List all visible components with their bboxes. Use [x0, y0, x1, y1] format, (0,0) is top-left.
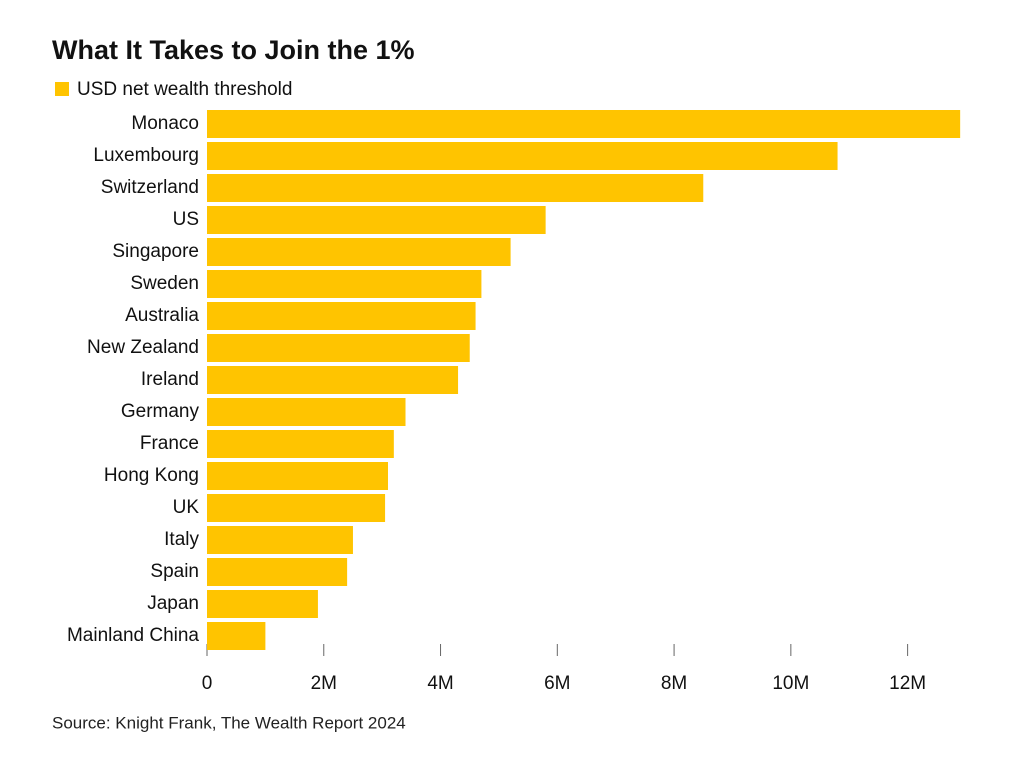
y-tick-label: Spain [150, 561, 199, 582]
x-tick-label: 8M [661, 673, 687, 694]
bar [207, 334, 470, 362]
y-tick-label: Hong Kong [104, 465, 199, 486]
y-tick-label: New Zealand [87, 337, 199, 358]
x-tick-label: 12M [889, 673, 926, 694]
y-tick-label: Luxembourg [93, 145, 199, 166]
source-note: Source: Knight Frank, The Wealth Report … [52, 713, 406, 732]
legend-swatch [55, 82, 69, 96]
y-tick-label: Italy [164, 529, 199, 550]
bar [207, 142, 838, 170]
bar [207, 558, 348, 586]
bar [207, 590, 318, 618]
bar [207, 206, 546, 234]
bar [207, 366, 459, 394]
y-tick-label: UK [173, 497, 200, 518]
bar [207, 462, 388, 490]
bar [207, 430, 394, 458]
y-tick-label: Australia [125, 305, 199, 326]
y-tick-label: Germany [121, 401, 200, 422]
bar [207, 174, 704, 202]
bar [207, 110, 961, 138]
bar [207, 526, 353, 554]
x-tick-label: 0 [202, 673, 213, 694]
y-tick-label: Sweden [130, 273, 199, 294]
bar [207, 398, 406, 426]
bar [207, 302, 476, 330]
x-tick-label: 4M [427, 673, 453, 694]
y-tick-label: Monaco [131, 113, 199, 134]
y-tick-label: Singapore [112, 241, 199, 262]
y-tick-label: Japan [147, 593, 199, 614]
x-tick-label: 10M [772, 673, 809, 694]
y-tick-label: Switzerland [101, 177, 199, 198]
bar [207, 238, 511, 266]
y-tick-label: Mainland China [67, 625, 199, 646]
bar [207, 494, 386, 522]
y-tick-label: US [173, 209, 199, 230]
chart-title: What It Takes to Join the 1% [52, 35, 415, 65]
bar [207, 270, 482, 298]
y-tick-label: Ireland [141, 369, 199, 390]
x-tick-label: 2M [311, 673, 337, 694]
y-tick-label: France [140, 433, 199, 454]
x-tick-label: 6M [544, 673, 570, 694]
legend-label: USD net wealth threshold [77, 79, 292, 100]
bar [207, 622, 266, 650]
